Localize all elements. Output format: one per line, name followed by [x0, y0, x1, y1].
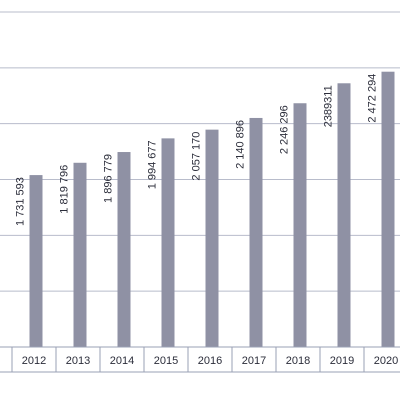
bar-2020 — [381, 71, 395, 348]
tick-label-2020: 2020 — [374, 355, 398, 367]
bar-2015 — [161, 138, 175, 347]
value-label-2017: 2 140 896 — [235, 120, 247, 169]
tick-label-2016: 2016 — [198, 355, 222, 367]
bar-2018 — [293, 103, 307, 347]
tick-label-2019: 2019 — [330, 355, 354, 367]
bar-2016 — [205, 129, 219, 347]
tick-label-2017: 2017 — [242, 355, 266, 367]
tick-label-2014: 2014 — [110, 355, 134, 367]
bars — [29, 71, 395, 348]
value-label-2013: 1 819 796 — [59, 165, 71, 214]
value-label-2014: 1 896 779 — [103, 154, 115, 203]
tick-label-2015: 2015 — [154, 355, 178, 367]
tick-label-2012: 2012 — [22, 355, 46, 367]
gridlines — [0, 11, 400, 292]
bar-2017 — [249, 117, 263, 347]
value-label-2016: 2 057 170 — [191, 132, 203, 181]
x-axis: 2012 2013 2014 2015 2016 2017 2018 2019 2020 — [0, 346, 400, 373]
bar-2013 — [73, 162, 87, 347]
value-label-2020: 2 472 294 — [367, 74, 379, 123]
bar-2012 — [29, 175, 43, 347]
value-label-2012: 1 731 593 — [15, 177, 27, 226]
value-labels: 1 731 593 1 819 796 1 896 779 1 994 677 2 05… — [15, 74, 379, 226]
value-label-2019: 2389311 — [323, 85, 335, 127]
value-label-2015: 1 994 677 — [147, 140, 159, 189]
value-label-2018: 2 246 296 — [279, 105, 291, 154]
tick-label-2013: 2013 — [66, 355, 90, 367]
bar-2014 — [117, 152, 131, 347]
bar-2019 — [337, 83, 351, 347]
tick-label-2018: 2018 — [286, 355, 310, 367]
